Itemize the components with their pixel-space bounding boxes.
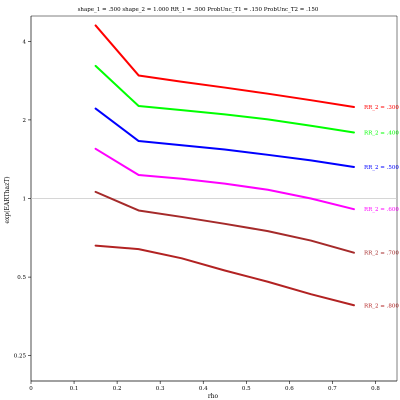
x-tick-label: 0.2: [113, 386, 122, 392]
y-tick-label: 2: [23, 118, 27, 124]
chart-title: shape_1 = .500 shape_2 = 1.000 RR_1 = .5…: [78, 7, 319, 13]
x-tick-label: 0.5: [242, 386, 251, 392]
series-line-4: [94, 147, 355, 211]
y-tick-label: 0.25: [14, 354, 27, 360]
y-axis-ticks: 0.25 0.5 1 2 4: [14, 39, 31, 360]
series-label-1: RR_2 = .300: [364, 105, 399, 111]
y-axis-title: exp(EARThazT): [4, 176, 11, 223]
x-axis-title: rho: [208, 393, 219, 400]
series-label-5: RR_2 = .700: [364, 251, 399, 257]
series-label-3: RR_2 = .500: [364, 165, 399, 171]
x-tick-label: 0.7: [328, 386, 337, 392]
series-line-1: [94, 24, 355, 109]
x-tick-label: 0.3: [156, 386, 165, 392]
x-tick-label: 0: [29, 386, 33, 392]
series-label-layer: RR_2 = .300 RR_2 = .400 RR_2 = .500 RR_2 = …: [364, 105, 399, 309]
x-tick-label: 0.8: [371, 386, 380, 392]
x-tick-label: 0.6: [285, 386, 294, 392]
series-line-2: [94, 64, 355, 134]
series-label-6: RR_2 = .800: [364, 303, 399, 309]
series-line-6: [94, 244, 355, 307]
series-layer: [94, 24, 355, 307]
series-label-4: RR_2 = .600: [364, 207, 399, 213]
x-tick-label: 0.1: [70, 386, 79, 392]
y-tick-label: 0.5: [17, 275, 26, 281]
series-label-2: RR_2 = .400: [364, 130, 399, 136]
series-line-5: [94, 190, 355, 254]
y-tick-label: 1: [23, 197, 27, 203]
y-tick-label: 4: [23, 39, 27, 45]
x-axis-ticks: 0 0.1 0.2 0.3 0.4 0.5 0.6 0.7 0.8: [29, 381, 380, 392]
series-line-3: [94, 107, 355, 169]
x-tick-label: 0.4: [199, 386, 208, 392]
